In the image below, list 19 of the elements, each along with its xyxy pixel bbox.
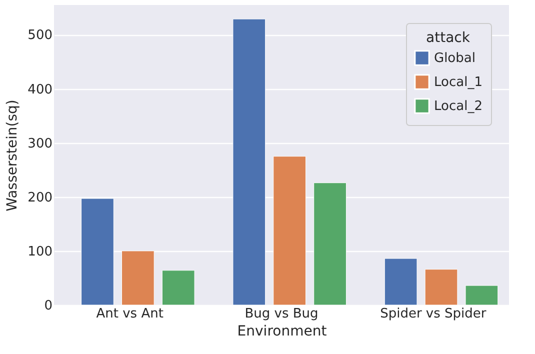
y-axis-title: Wasserstein(sq) [4, 100, 21, 212]
bar [465, 285, 498, 306]
x-tick-label: Spider vs Spider [380, 306, 487, 322]
y-tick-label: 300 [28, 136, 52, 152]
y-tick-label: 100 [28, 244, 52, 260]
bar [424, 269, 458, 306]
y-tick-label: 400 [28, 82, 52, 98]
x-axis-title: Environment [237, 324, 328, 340]
bar [384, 258, 418, 306]
y-tick-label: 500 [28, 28, 52, 44]
legend-label: Local_2 [434, 99, 482, 114]
legend-label: Global [434, 51, 476, 66]
legend-title: attack [426, 30, 471, 46]
x-tick-label: Ant vs Ant [96, 306, 164, 322]
legend-label: Local_1 [434, 75, 482, 90]
bar [162, 270, 195, 306]
x-tick-label: Bug vs Bug [244, 306, 318, 322]
y-tick-label: 200 [28, 190, 52, 206]
y-tick-label: 0 [44, 298, 52, 314]
